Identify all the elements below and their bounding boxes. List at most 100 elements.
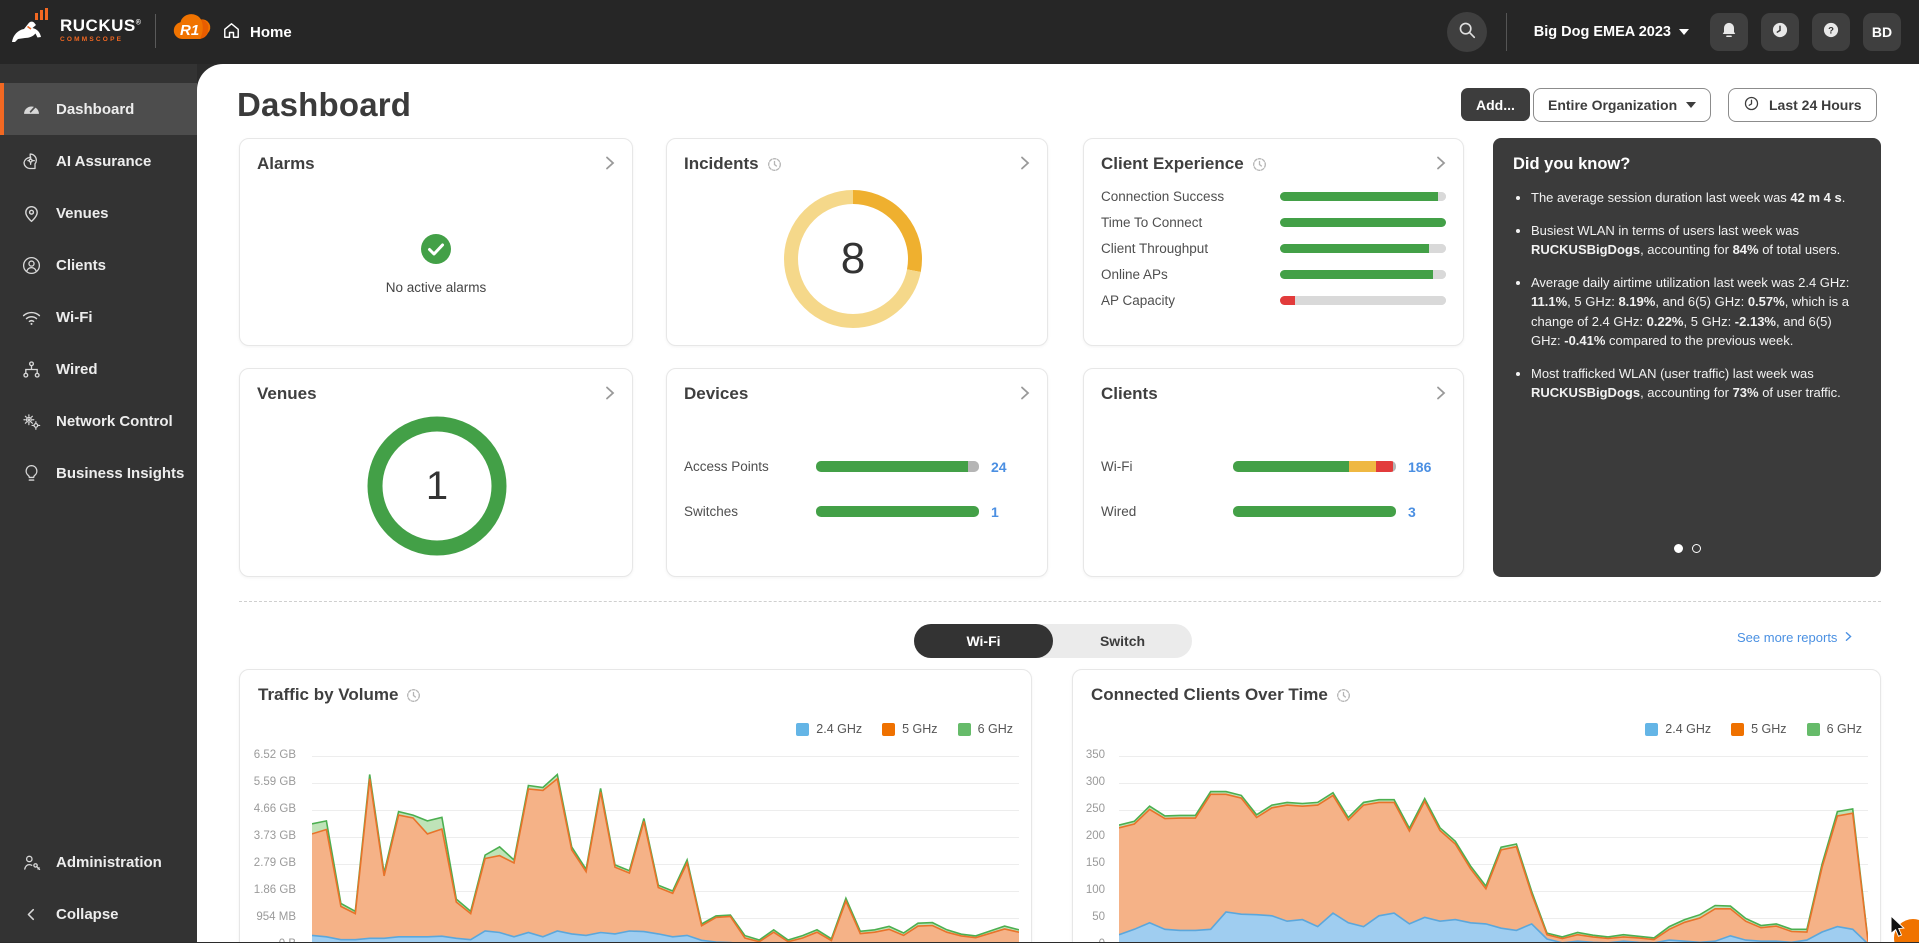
time-filter-button[interactable]: Last 24 Hours [1728, 88, 1877, 122]
sidebar-item-clients[interactable]: Clients [0, 239, 197, 291]
ruckus-dog-logo-icon [10, 8, 50, 53]
history-clock-icon [767, 157, 782, 172]
home-icon [222, 21, 241, 44]
org-selector[interactable]: Big Dog EMEA 2023 [1534, 24, 1689, 40]
mouse-cursor [1889, 914, 1907, 943]
alarms-card-title: Alarms [257, 154, 315, 173]
devices-metrics: Access Points 24 Switches 1 [684, 444, 1030, 534]
sidebar-bottom: Administration Collapse [0, 836, 197, 940]
chevron-right-icon[interactable] [1433, 155, 1449, 176]
metric-label: Online APs [1101, 266, 1168, 282]
org-filter-button[interactable]: Entire Organization [1533, 88, 1712, 122]
nav-home[interactable]: Home [222, 0, 292, 64]
did-you-know-panel: Did you know? The average session durati… [1493, 138, 1881, 577]
activity-history-button[interactable] [1761, 13, 1799, 51]
sidebar-item-wired[interactable]: Wired [0, 343, 197, 395]
alarms-status-text: No active alarms [385, 280, 487, 295]
y-tick-label: 50 [1092, 911, 1105, 923]
metric-label: Wired [1101, 504, 1137, 519]
chevron-right-icon[interactable] [1017, 155, 1033, 176]
business-insights-icon [20, 462, 42, 484]
sidebar-item-network-control[interactable]: Network Control [0, 395, 197, 447]
sidebar-item-business-insights[interactable]: Business Insights [0, 447, 197, 499]
dashboard-icon [20, 98, 42, 120]
sidebar-item-label: Administration [56, 853, 162, 871]
sidebar-item-venues[interactable]: Venues [0, 187, 197, 239]
carousel-dots [1493, 544, 1881, 553]
chevron-right-icon[interactable] [602, 155, 618, 176]
help-button[interactable]: ? [1812, 13, 1850, 51]
sidebar-item-collapse[interactable]: Collapse [0, 888, 197, 940]
traffic-chart-yaxis: 6.52 GB 5.59 GB 4.66 GB 3.73 GB 2.79 GB 1.86 … [240, 749, 304, 942]
sidebar-item-label: Clients [56, 256, 107, 274]
venues-card: Venues 1 [239, 368, 633, 577]
y-tick-label: 100 [1085, 884, 1105, 896]
progress-bar [1280, 217, 1446, 227]
search-button[interactable] [1446, 12, 1487, 52]
svg-text:?: ? [1828, 25, 1834, 36]
carousel-dot-1[interactable] [1691, 544, 1701, 553]
sidebar-nav: Dashboard AI Assurance Venues Clients Wi-Fi W… [0, 64, 197, 499]
svg-text:R1: R1 [180, 22, 199, 39]
sidebar-item-administration[interactable]: Administration [0, 836, 197, 888]
sidebar-item-label: Collapse [56, 905, 119, 923]
toggle-wifi[interactable]: Wi-Fi [914, 624, 1053, 658]
progress-bar [1233, 506, 1396, 517]
ai-assurance-icon [20, 150, 42, 172]
devices-card-title: Devices [684, 384, 749, 403]
chevron-right-icon[interactable] [1433, 385, 1449, 406]
sidebar-item-wi-fi[interactable]: Wi-Fi [0, 291, 197, 343]
administration-icon [20, 851, 42, 873]
incidents-card-title: Incidents [684, 154, 759, 173]
toggle-switch[interactable]: Switch [1099, 633, 1146, 649]
r1-cloud-logo-icon: R1 [170, 12, 216, 49]
y-tick-label: 200 [1085, 830, 1105, 842]
topbar: RUCKUS® COMMSCOPE R1 Home [0, 0, 1919, 64]
clients-icon [20, 254, 42, 276]
y-tick-label: 4.66 GB [253, 803, 296, 815]
topbar-divider [1505, 13, 1507, 51]
clock-icon [1770, 20, 1790, 45]
traffic-chart-title: Traffic by Volume [258, 685, 399, 704]
y-tick-label: 2.79 GB [253, 857, 296, 869]
main-content: Dashboard Add... Entire Organization Las… [197, 64, 1919, 942]
legend-swatch-icon [1806, 722, 1820, 736]
metric-value: 1 [991, 503, 999, 520]
metric-row-time-to-connect: Time To Connect [1101, 209, 1446, 235]
brand-divider [155, 13, 157, 48]
network-control-icon [20, 410, 42, 432]
clients-area-chart [1119, 756, 1868, 942]
chevron-right-icon[interactable] [602, 385, 618, 406]
bell-icon [1719, 20, 1739, 45]
user-avatar[interactable]: BD [1863, 13, 1901, 51]
chevron-right-icon [1843, 630, 1854, 645]
section-divider [239, 601, 1881, 602]
metric-value: 3 [1408, 503, 1416, 520]
metric-label: Switches [684, 504, 739, 519]
metric-label: Connection Success [1101, 188, 1225, 204]
legend-item-5-ghz: 5 GHz [882, 722, 938, 736]
notifications-button[interactable] [1710, 13, 1748, 51]
sidebar-item-label: Network Control [56, 412, 173, 430]
clock-icon [1743, 95, 1760, 115]
venues-icon [20, 202, 42, 224]
sidebar-item-label: Venues [56, 204, 109, 222]
venues-donut-chart: 1 [367, 416, 507, 556]
sidebar-item-ai-assurance[interactable]: AI Assurance [0, 135, 197, 187]
legend-swatch-icon [1731, 722, 1745, 736]
metric-label: Client Throughput [1101, 240, 1209, 256]
see-more-reports-link[interactable]: See more reports [1737, 630, 1854, 645]
progress-bar [1280, 295, 1446, 305]
carousel-dot-0[interactable] [1673, 544, 1683, 553]
add-button[interactable]: Add... [1461, 88, 1530, 121]
clients-card-title: Clients [1101, 384, 1158, 403]
chevron-right-icon[interactable] [1017, 385, 1033, 406]
sidebar: Dashboard AI Assurance Venues Clients Wi-Fi W… [0, 64, 197, 942]
y-tick-label: 250 [1085, 803, 1105, 815]
history-clock-icon [406, 688, 421, 703]
legend-swatch-icon [1645, 722, 1659, 736]
legend-swatch-icon [957, 722, 971, 736]
sidebar-item-label: Wi-Fi [56, 308, 93, 326]
sidebar-item-label: AI Assurance [56, 152, 152, 170]
sidebar-item-dashboard[interactable]: Dashboard [0, 83, 197, 135]
